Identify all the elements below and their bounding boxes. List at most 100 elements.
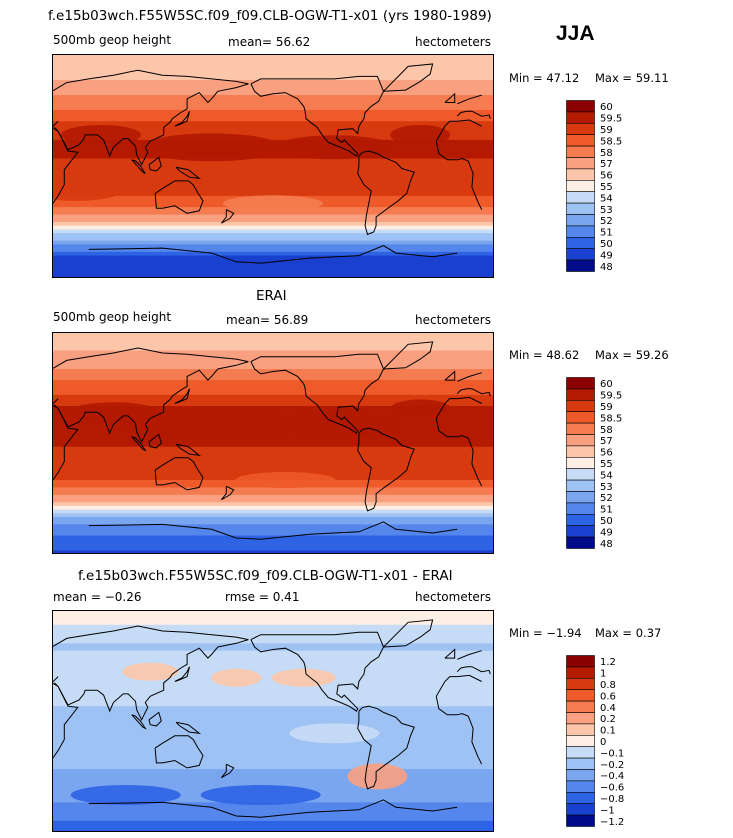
map-band	[52, 550, 494, 554]
coastline	[357, 427, 415, 512]
map-band	[52, 346, 494, 352]
coastline	[357, 150, 415, 236]
colorbar-label: 56	[600, 448, 613, 459]
colorbar-label: 0	[600, 737, 606, 748]
panel2-map	[52, 332, 494, 554]
map-band	[52, 225, 494, 231]
map-band	[52, 210, 494, 216]
colorbar-label: 54	[600, 193, 613, 204]
colorbar-swatch	[566, 202, 595, 215]
map-feature	[52, 457, 122, 478]
colorbar-label: 53	[600, 205, 613, 216]
map-band	[52, 665, 494, 670]
coastline	[154, 457, 204, 491]
panel3-rmse: rmse = 0.41	[225, 590, 300, 604]
colorbar-swatch	[566, 457, 595, 470]
coastline	[131, 159, 146, 174]
map-band	[52, 154, 494, 160]
coastline	[221, 485, 235, 501]
colorbar-swatch	[566, 655, 595, 668]
map-band	[52, 394, 494, 400]
map-band	[52, 505, 494, 511]
map-band	[52, 658, 494, 663]
panel3-title: f.e15b03wch.F55W5SC.f09_f09.CLB-OGW-T1-x…	[78, 568, 453, 584]
map-band	[52, 102, 494, 107]
colorbar-label: 51	[600, 228, 613, 239]
colorbar-label: 55	[600, 459, 613, 470]
map-band	[52, 761, 494, 766]
map-frame	[52, 610, 494, 832]
map-feature	[70, 785, 181, 805]
colorbar-label: 53	[600, 482, 613, 493]
colorbar-swatch	[566, 157, 595, 170]
map-band	[52, 214, 494, 219]
colorbar-label: −0.1	[600, 748, 624, 759]
map-band	[52, 542, 494, 548]
map-band	[52, 735, 494, 741]
colorbar-swatch	[566, 145, 595, 158]
coastline	[52, 347, 491, 443]
coastline	[52, 396, 483, 487]
colorbar-label: 1.2	[600, 657, 616, 668]
coastline	[357, 705, 415, 790]
colorbar-label: 0.1	[600, 726, 616, 737]
panel1-variable: 500mb geop height	[53, 33, 172, 47]
coastline	[250, 75, 385, 157]
colorbar-swatch	[566, 723, 595, 736]
map-band	[52, 450, 494, 455]
map-band	[52, 520, 494, 525]
map-feature	[61, 124, 142, 145]
colorbar-swatch	[566, 434, 595, 447]
colorbar-label: −0.4	[600, 771, 624, 782]
colorbar-label: 0.4	[600, 703, 616, 714]
colorbar-swatch	[566, 735, 595, 748]
coastline	[174, 388, 190, 404]
map-band	[52, 680, 494, 685]
map-band	[52, 65, 494, 70]
map-band	[52, 72, 494, 77]
map-band	[52, 739, 494, 744]
colorbar-swatch	[566, 757, 595, 770]
coastline	[148, 711, 162, 727]
map-band	[52, 57, 494, 63]
map-band	[52, 80, 494, 85]
colorbar-swatch	[566, 111, 595, 124]
map-band	[52, 180, 494, 186]
colorbar-swatch	[566, 792, 595, 805]
map-band	[52, 343, 494, 348]
colorbar-label: 49	[600, 527, 613, 538]
map-band	[52, 643, 494, 648]
coastline	[148, 433, 162, 449]
map-band	[52, 169, 494, 175]
panel1-max: Max = 59.11	[595, 71, 669, 85]
colorbar-swatch	[566, 814, 595, 827]
map-band	[52, 446, 494, 451]
colorbar-swatch	[566, 666, 595, 679]
map-band	[52, 717, 494, 722]
map-frame	[52, 54, 494, 278]
map-band	[52, 531, 494, 537]
map-band	[52, 621, 494, 626]
map-band	[52, 820, 494, 826]
colorbar-label: 59	[600, 402, 613, 413]
map-band	[52, 706, 494, 711]
panel2-variable: 500mb geop height	[53, 310, 172, 324]
panel3-mean: mean = −0.26	[53, 590, 142, 604]
map-band	[52, 335, 494, 340]
coastline	[250, 353, 385, 434]
colorbar-label: 50	[600, 516, 613, 527]
coastline	[444, 92, 456, 103]
colorbar-swatch	[566, 803, 595, 816]
map-band	[52, 402, 494, 407]
map-band	[52, 765, 494, 770]
coastline	[444, 370, 456, 381]
colorbar-swatch	[566, 134, 595, 147]
map-band	[52, 332, 494, 337]
map-band	[52, 357, 494, 363]
map-band	[52, 528, 494, 533]
map-feature	[347, 763, 408, 790]
coastline	[88, 521, 458, 540]
map-band	[52, 639, 494, 644]
panel2-title: ERAI	[256, 288, 287, 304]
